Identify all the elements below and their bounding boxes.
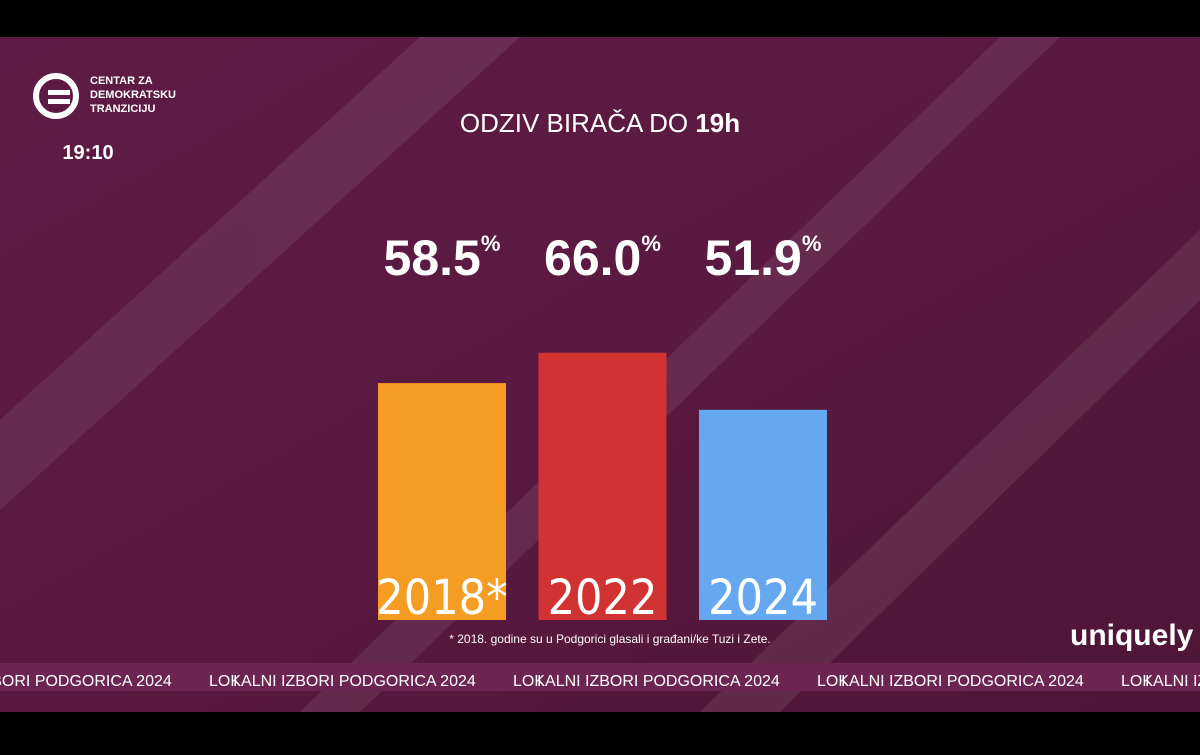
letterbox: [0, 0, 1200, 37]
bar: [538, 352, 667, 620]
value-label: 66.0%: [544, 230, 661, 286]
logo-text: TRANZICIJU: [90, 103, 155, 115]
plot: 2018* 58.5% 2022 66.0% 2024 51.9%: [376, 230, 827, 626]
ticker-text: LOKALNI IZBORI PODGORICA 2024: [0, 673, 172, 690]
ticker-text: LOKALNI IZBORI PODGORICA 2024: [209, 673, 476, 690]
title-text: ODZIV BIRAČA DO: [460, 108, 688, 138]
letterbox: [0, 712, 1200, 750]
logo: CENTAR ZA DEMOKRATSKU TRANZICIJU 19:10: [33, 73, 176, 164]
ticker-text: LOKALNI IZBORI PODGORICA 2024: [817, 673, 1084, 690]
logo-mark: [48, 90, 70, 95]
title-emphasis: 19h: [695, 108, 740, 138]
logo-text: CENTAR ZA: [90, 75, 153, 87]
value-label: 58.5%: [384, 230, 501, 286]
ticker-separator: I: [841, 673, 845, 690]
ticker-separator: I: [233, 673, 237, 690]
ticker-separator: I: [537, 673, 541, 690]
bar: [378, 383, 506, 620]
logo-mark: [33, 73, 79, 119]
category-label: 2022: [548, 570, 658, 626]
clock: 19:10: [62, 142, 113, 164]
category-label: 2024: [708, 570, 818, 626]
value-label: 51.9%: [705, 230, 822, 286]
ticker-text: LOKALNI IZBORI PODGORICA 2024: [1121, 673, 1200, 690]
logo-text: DEMOKRATSKU: [90, 89, 176, 101]
bar: [699, 409, 827, 620]
ticker-text: LOKALNI IZBORI PODGORICA 2024: [513, 673, 780, 690]
logo-mark: [48, 99, 70, 104]
footnote: * 2018. godine su u Podgorici glasali i …: [449, 632, 771, 646]
brand-logo: uniquely: [1070, 619, 1194, 652]
chart-title: ODZIV BIRAČA DO 19h: [460, 108, 740, 138]
category-label: 2018*: [376, 570, 507, 626]
ticker-separator: I: [1145, 673, 1149, 690]
ticker-band: [0, 663, 1200, 691]
